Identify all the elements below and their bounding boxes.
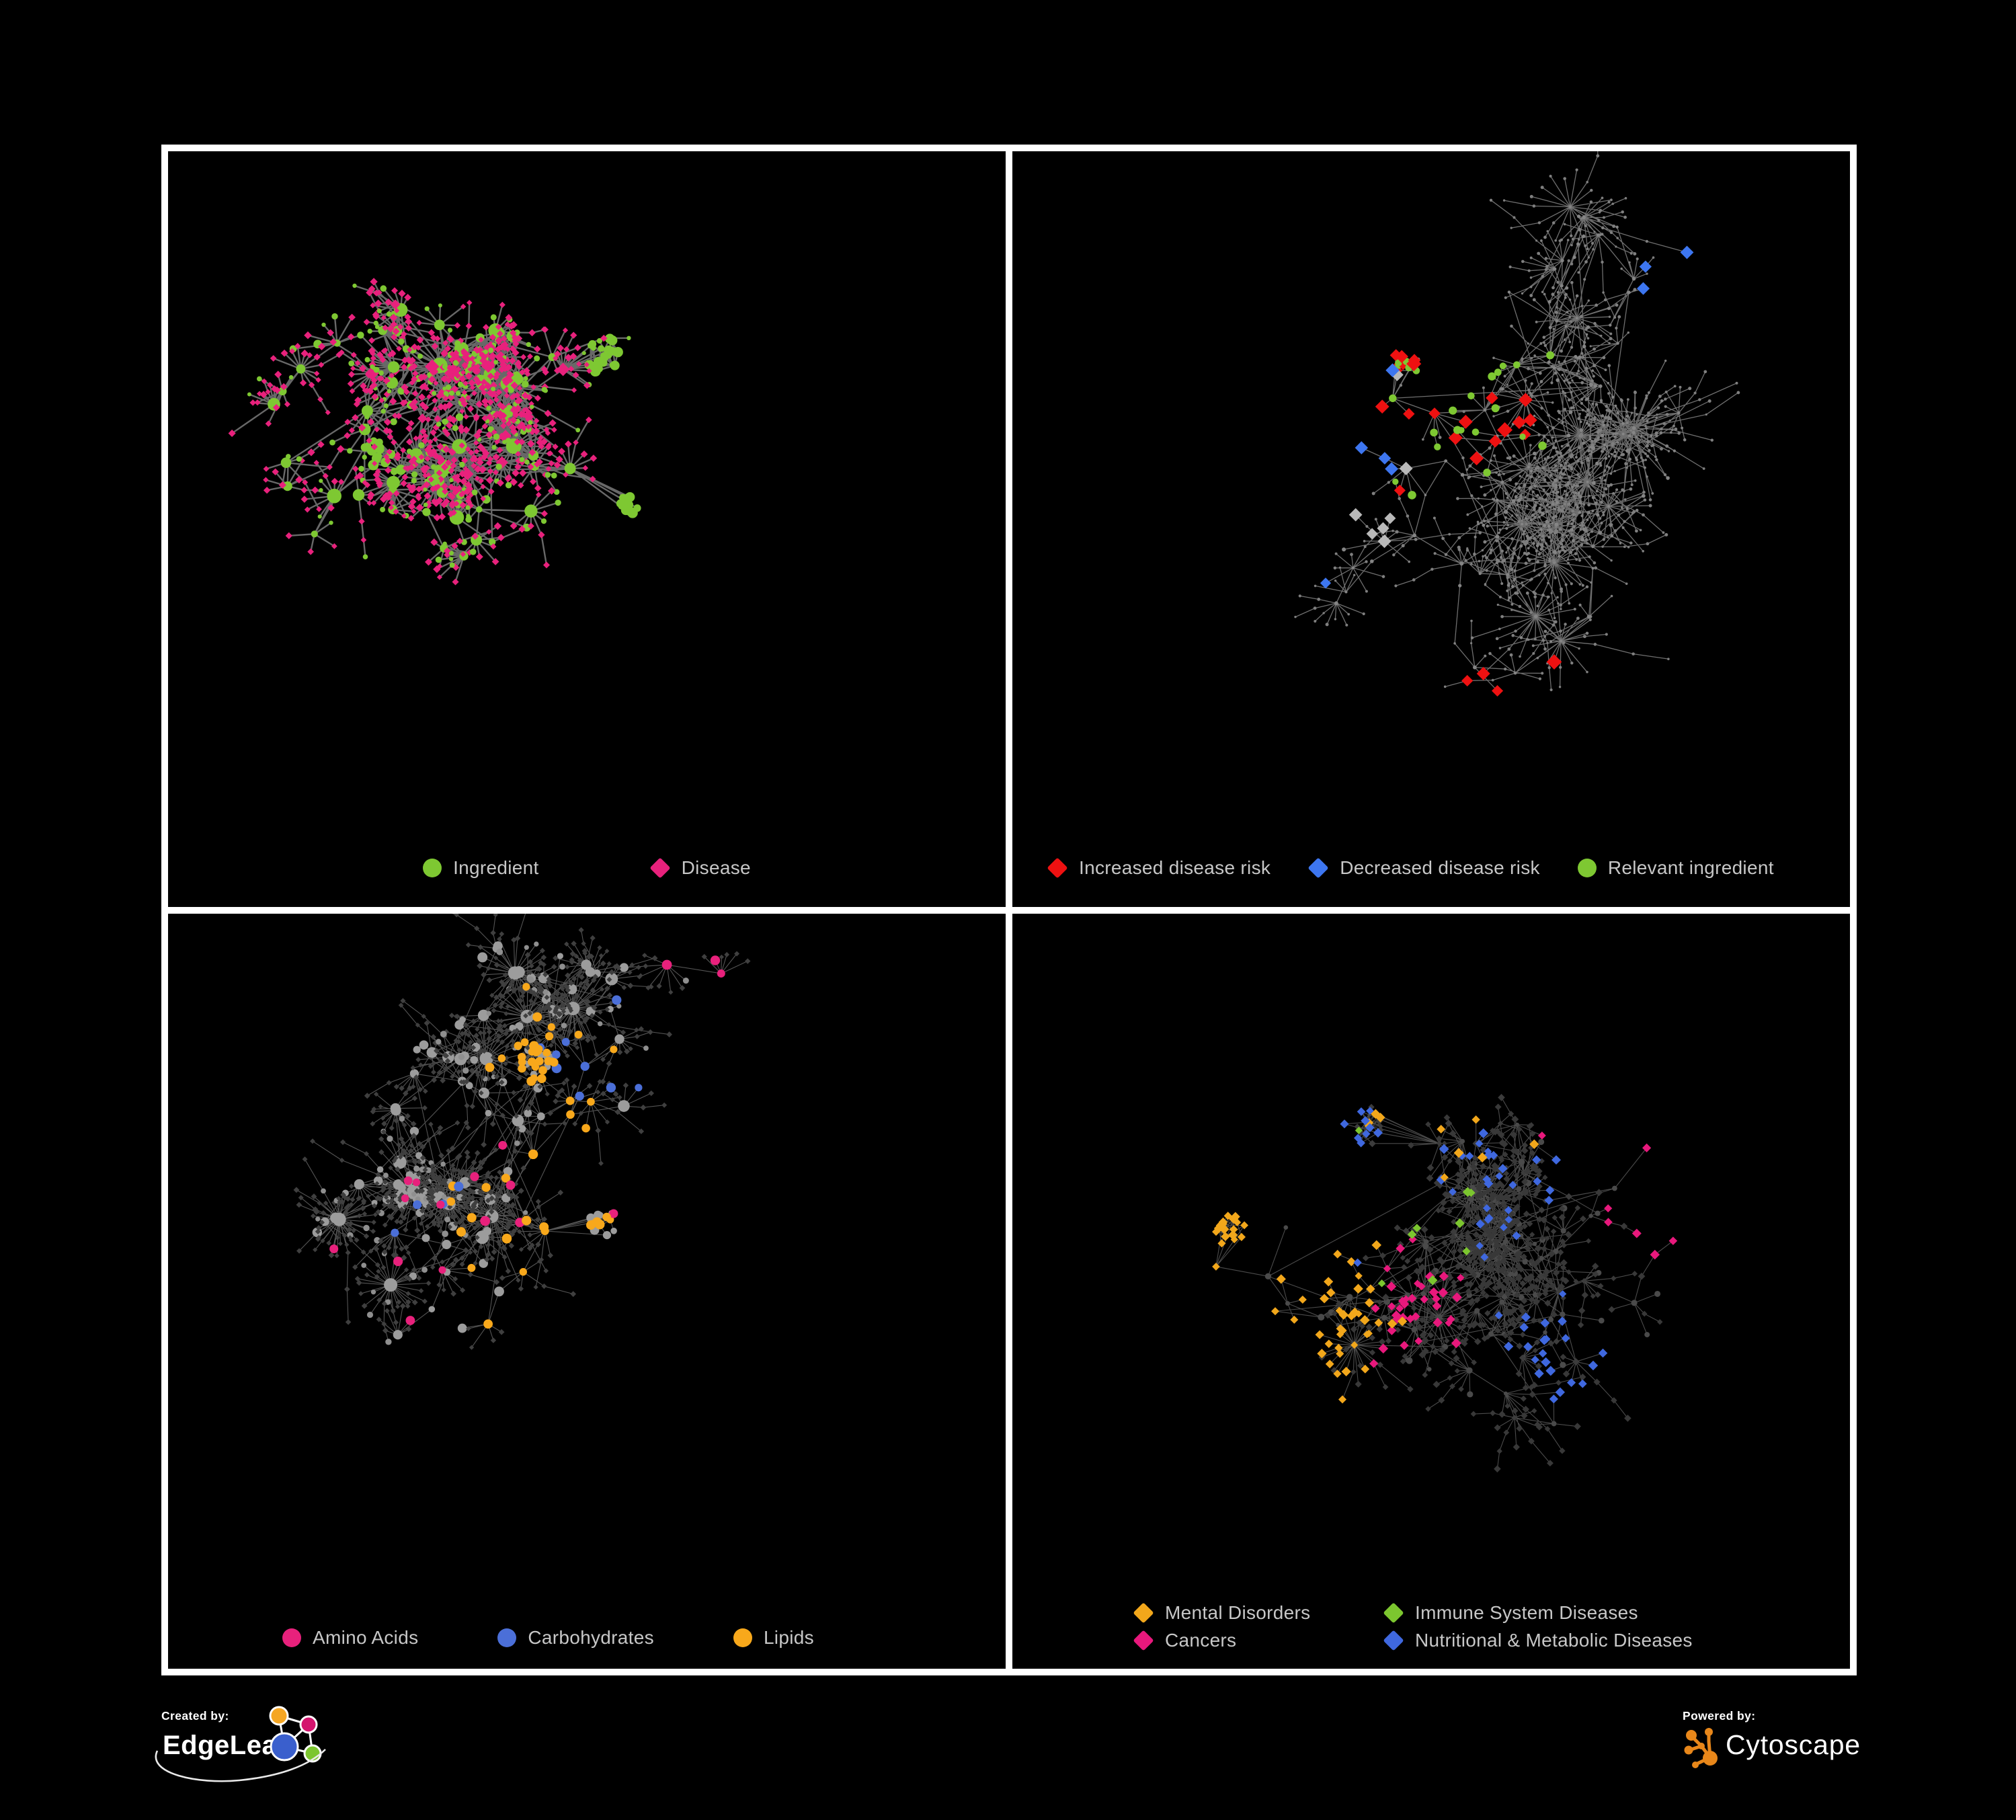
diamond-marker-icon — [1383, 1602, 1404, 1624]
legend-item-lipids: Lipids — [733, 1627, 814, 1649]
circle-marker-icon — [282, 1628, 301, 1647]
circle-marker-icon — [733, 1628, 752, 1647]
legend-label: Carbohydrates — [528, 1627, 654, 1648]
diamond-marker-icon — [1133, 1602, 1154, 1624]
created-by-label: Created by: — [161, 1709, 229, 1723]
legend-label: Cancers — [1165, 1630, 1237, 1651]
edgeleap-logo-icon — [269, 1706, 322, 1763]
circle-marker-icon — [1577, 858, 1597, 877]
diamond-marker-icon — [649, 857, 671, 879]
cytoscape-logo-icon — [1684, 1728, 1718, 1768]
disease-categories-network-graph — [1212, 1093, 1678, 1472]
diamond-marker-icon — [1383, 1630, 1404, 1651]
disease-risk-network-graph — [1294, 151, 1740, 697]
legend-label: Ingredient — [453, 857, 539, 878]
panel-ingredient-disease-network: Ingredient Disease — [168, 151, 1006, 907]
legend-disease-risk: Increased disease risk Decreased disease … — [1047, 857, 1774, 879]
panel-grid: Ingredient Disease Increased disease risk… — [161, 145, 1857, 1675]
panel-disease-risk-network: Increased disease risk Decreased disease … — [1012, 151, 1850, 907]
circle-marker-icon — [423, 858, 442, 877]
legend-label: Amino Acids — [313, 1627, 419, 1648]
circle-marker-icon — [497, 1628, 517, 1647]
nutrient-classes-network-graph — [293, 913, 751, 1350]
legend-label: Increased disease risk — [1079, 857, 1271, 878]
legend-nutrient-classes: Amino Acids Carbohydrates Lipids — [282, 1627, 814, 1649]
legend-item-ingredient: Ingredient — [423, 857, 539, 879]
cytoscape-wordmark: Cytoscape — [1726, 1729, 1861, 1760]
diamond-marker-icon — [1047, 857, 1068, 879]
diamond-marker-icon — [1307, 857, 1329, 879]
panel-disease-categories-network: Mental Disorders Immune System Diseases Ca… — [1012, 913, 1850, 1669]
powered-by-block: Powered by: Cytoscape — [1683, 1709, 1965, 1803]
legend-item-amino-acids: Amino Acids — [282, 1627, 418, 1649]
diamond-marker-icon — [1133, 1630, 1154, 1651]
legend-label: Lipids — [763, 1627, 814, 1648]
legend-item-relevant-ingredient: Relevant ingredient — [1577, 857, 1774, 879]
legend-disease-categories: Mental Disorders Immune System Diseases Ca… — [1133, 1602, 1760, 1651]
legend-item-nutritional-metabolic-diseases: Nutritional & Metabolic Diseases — [1383, 1630, 1760, 1651]
legend-label: Decreased disease risk — [1340, 857, 1540, 878]
legend-label: Mental Disorders — [1165, 1602, 1311, 1623]
legend-item-carbohydrates: Carbohydrates — [497, 1627, 654, 1649]
legend-label: Disease — [681, 857, 751, 878]
legend-label: Immune System Diseases — [1415, 1602, 1638, 1623]
edgeleap-swoosh — [155, 1749, 326, 1782]
legend-item-increased-disease-risk: Increased disease risk — [1047, 857, 1271, 879]
created-by-block: Created by: EdgeLeap — [155, 1706, 511, 1810]
legend-ingredient-disease: Ingredient Disease — [168, 857, 1006, 879]
legend-label: Relevant ingredient — [1607, 857, 1774, 878]
legend-item-decreased-disease-risk: Decreased disease risk — [1307, 857, 1540, 879]
legend-item-mental-disorders: Mental Disorders — [1133, 1602, 1383, 1624]
panel-nutrient-classes-network: Amino Acids Carbohydrates Lipids — [168, 913, 1006, 1669]
legend-item-disease: Disease — [649, 857, 751, 879]
ingredient-disease-network-graph — [228, 278, 641, 586]
legend-item-cancers: Cancers — [1133, 1630, 1383, 1651]
legend-item-immune-system-diseases: Immune System Diseases — [1383, 1602, 1760, 1624]
legend-label: Nutritional & Metabolic Diseases — [1415, 1630, 1693, 1651]
powered-by-label: Powered by: — [1683, 1709, 1756, 1723]
